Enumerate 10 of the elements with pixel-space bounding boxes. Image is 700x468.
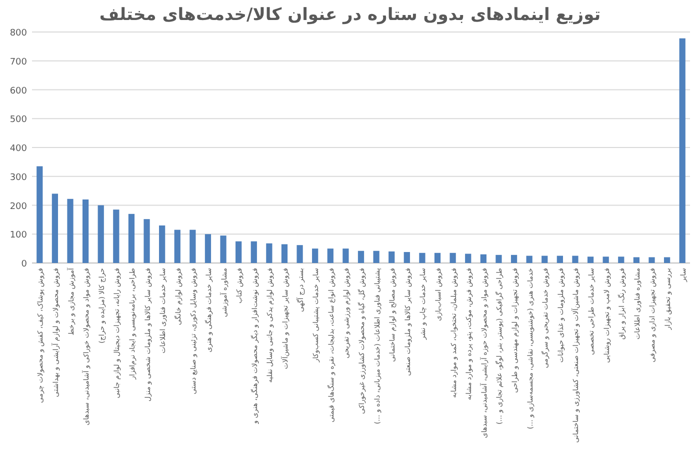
y-tick-label: 500	[10, 115, 28, 126]
y-tick-label: 700	[10, 57, 28, 68]
y-tick-label: 100	[10, 230, 28, 241]
y-tick-label: 800	[10, 28, 28, 38]
y-tick-label: 400	[10, 144, 28, 154]
y-tick-label: 0	[21, 260, 28, 270]
y-tick-label: 300	[10, 172, 28, 183]
y-tick-label: 200	[10, 202, 28, 212]
title: توزیع اینمادهای بدون ستاره در عنوان کالا/خدمت‌های مختلف	[99, 5, 601, 25]
y-tick-label: 600	[10, 86, 28, 96]
